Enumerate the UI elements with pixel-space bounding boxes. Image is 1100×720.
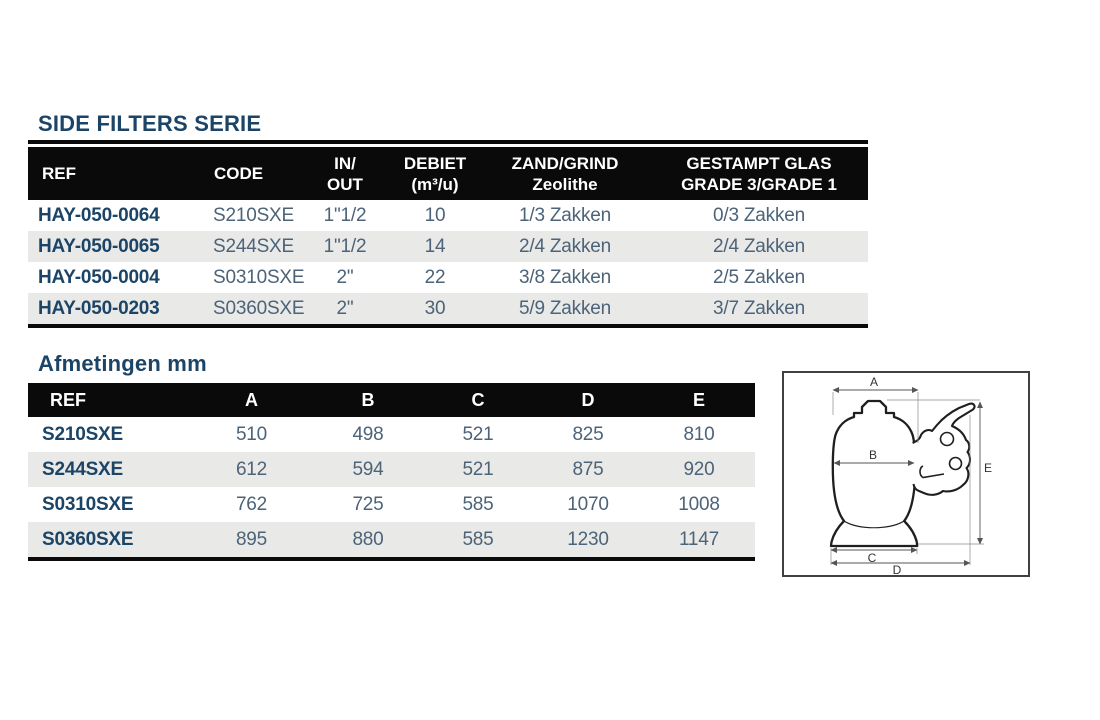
cell-zand-grind: 1/3 Zakken <box>519 204 611 226</box>
cell-zand-grind: 3/8 Zakken <box>519 266 611 288</box>
cell-c: 585 <box>462 493 494 515</box>
cell-gestampt-glas: 0/3 Zakken <box>713 204 805 226</box>
cell-debiet: 10 <box>424 204 446 226</box>
dim-label-c: C <box>868 551 877 565</box>
valve-port-upper <box>939 431 955 447</box>
cell-code: S0310SXE <box>213 266 305 288</box>
col-header-b: B <box>361 390 375 410</box>
cell-in-out: 1"1/2 <box>323 204 367 226</box>
dim-label-b: B <box>869 448 877 462</box>
cell-d: 1230 <box>567 528 609 550</box>
valve-pipe-detail <box>919 465 945 479</box>
cell-e: 1008 <box>678 493 720 515</box>
cell-b: 880 <box>352 528 384 550</box>
cell-d: 825 <box>572 423 604 445</box>
valve-port-lower <box>948 456 963 471</box>
col-header-code: CODE <box>200 163 300 184</box>
cell-zand-grind: 2/4 Zakken <box>519 235 611 257</box>
cell-in-out: 2" <box>336 297 354 319</box>
table-row: S0360SXE 895 880 585 1230 1147 <box>28 522 755 557</box>
cell-debiet: 30 <box>424 297 446 319</box>
table-row: HAY-050-0064 S210SXE 1"1/2 10 1/3 Zakken… <box>28 200 868 231</box>
extension-lines <box>830 392 984 565</box>
cell-a: 895 <box>235 528 268 550</box>
dimensions-table: REF A B C D E S210SXE 510 498 521 825 81… <box>28 383 755 561</box>
cell-in-out: 1"1/2 <box>323 235 367 257</box>
side-filter-drawing: A B C D E <box>829 375 992 575</box>
filter-dimension-diagram: A B C D E <box>782 371 1030 577</box>
cell-ref: S0360SXE <box>42 528 134 550</box>
side-filters-title: SIDE FILTERS SERIE <box>38 111 262 136</box>
cell-e: 810 <box>683 423 715 445</box>
tank-base-curve <box>843 520 905 529</box>
col-header-c: C <box>471 390 485 410</box>
cell-c: 521 <box>462 458 494 480</box>
cell-a: 612 <box>235 458 268 480</box>
cell-zand-grind: 5/9 Zakken <box>519 297 611 319</box>
cell-ref: HAY-050-0065 <box>38 235 160 257</box>
cell-b: 725 <box>352 493 384 515</box>
table-row: HAY-050-0203 S0360SXE 2" 30 5/9 Zakken 3… <box>28 293 868 324</box>
filter-tank-outline <box>829 399 919 548</box>
cell-ref: HAY-050-0004 <box>38 266 160 288</box>
side-filters-header-row: REF CODE IN/OUT DEBIET (m³/u) ZAND/GRIND Z… <box>28 147 868 200</box>
table-bottom-rule <box>28 557 755 561</box>
table-top-rule <box>28 140 868 144</box>
col-header-ref-label: REF <box>42 164 76 183</box>
col-header-gestampt-glas: GESTAMPT GLAS GRADE 3/GRADE 1 <box>681 153 837 194</box>
cell-ref: S244SXE <box>42 458 123 480</box>
col-header-ref: REF <box>50 390 86 410</box>
col-header-debiet: DEBIET (m³/u) <box>403 153 467 194</box>
col-header-zand-grind: ZAND/GRIND Zeolithe <box>511 153 619 194</box>
cell-ref: HAY-050-0203 <box>38 297 160 319</box>
table-bottom-rule <box>28 324 868 328</box>
table-row: S244SXE 612 594 521 875 920 <box>28 452 755 487</box>
cell-ref: S210SXE <box>42 423 123 445</box>
dim-label-a: A <box>870 375 878 389</box>
cell-a: 762 <box>235 493 268 515</box>
table-row: S0310SXE 762 725 585 1070 1008 <box>28 487 755 522</box>
cell-debiet: 14 <box>424 235 446 257</box>
cell-b: 498 <box>352 423 384 445</box>
table-row: S210SXE 510 498 521 825 810 <box>28 417 755 452</box>
cell-code: S244SXE <box>213 235 294 257</box>
cell-e: 1147 <box>678 528 720 550</box>
dimensions-header-row: REF A B C D E <box>28 383 755 417</box>
cell-in-out: 2" <box>336 266 354 288</box>
cell-d: 1070 <box>567 493 609 515</box>
col-header-e: E <box>692 390 705 410</box>
cell-ref: S0310SXE <box>42 493 134 515</box>
cell-a: 510 <box>235 423 268 445</box>
cell-code: S0360SXE <box>213 297 305 319</box>
cell-e: 920 <box>683 458 715 480</box>
cell-c: 585 <box>462 528 494 550</box>
cell-code: S210SXE <box>213 204 294 226</box>
cell-gestampt-glas: 3/7 Zakken <box>713 297 805 319</box>
dim-label-d: D <box>893 563 902 575</box>
dimensions-title: Afmetingen mm <box>38 351 207 376</box>
multiport-valve-outline <box>912 402 976 496</box>
table-row: HAY-050-0065 S244SXE 1"1/2 14 2/4 Zakken… <box>28 231 868 262</box>
col-header-d: D <box>581 390 595 410</box>
cell-debiet: 22 <box>424 266 446 288</box>
cell-d: 875 <box>572 458 604 480</box>
col-header-ref: REF <box>28 163 200 184</box>
side-filters-table: REF CODE IN/OUT DEBIET (m³/u) ZAND/GRIND Z… <box>28 147 868 328</box>
col-header-in-out: IN/OUT <box>327 153 363 194</box>
cell-c: 521 <box>462 423 494 445</box>
cell-b: 594 <box>352 458 384 480</box>
col-header-code-label: CODE <box>214 164 264 183</box>
cell-gestampt-glas: 2/5 Zakken <box>713 266 805 288</box>
col-header-a: A <box>245 390 258 410</box>
table-row: HAY-050-0004 S0310SXE 2" 22 3/8 Zakken 2… <box>28 262 868 293</box>
cell-ref: HAY-050-0064 <box>38 204 160 226</box>
dim-label-e: E <box>984 461 992 475</box>
cell-gestampt-glas: 2/4 Zakken <box>713 235 805 257</box>
